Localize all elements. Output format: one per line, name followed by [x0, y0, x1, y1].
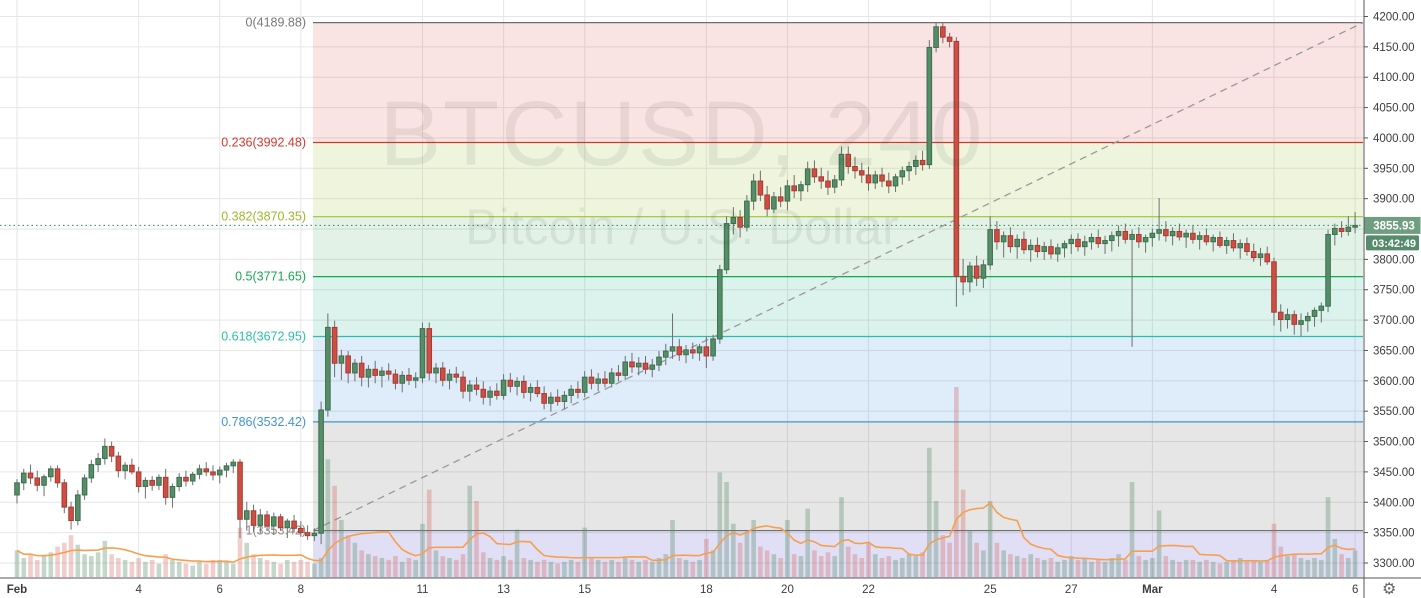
fib-label: 0.618(3672.95)	[221, 330, 306, 344]
svg-text:3950.00: 3950.00	[1373, 163, 1415, 175]
price-axis[interactable]	[1364, 0, 1421, 598]
svg-text:3550.00: 3550.00	[1373, 406, 1415, 418]
svg-text:3650.00: 3650.00	[1373, 345, 1415, 357]
fib-label: 0(4189.88)	[246, 16, 306, 30]
fib-label: 0.786(3532.42)	[221, 415, 306, 429]
volume-ma-line	[16, 501, 1356, 564]
price-axis-labels: 4200.00 4150.00 4100.00 4050.00 4000.00 3950.…	[1364, 12, 1415, 570]
fib-retracement-zones	[313, 22, 1363, 578]
svg-text:3450.00: 3450.00	[1373, 467, 1415, 479]
svg-text:3750.00: 3750.00	[1373, 285, 1415, 297]
fib-label: 0.382(3870.35)	[221, 210, 306, 224]
svg-text:25: 25	[984, 584, 997, 596]
svg-text:6: 6	[1352, 584, 1358, 596]
svg-text:6: 6	[217, 584, 223, 596]
svg-text:8: 8	[298, 584, 304, 596]
svg-text:22: 22	[862, 584, 875, 596]
svg-text:18: 18	[700, 584, 713, 596]
svg-text:3800.00: 3800.00	[1373, 254, 1415, 266]
svg-text:3350.00: 3350.00	[1373, 528, 1415, 540]
fib-level-lines[interactable]: 0(4189.88) 0.236(3992.48) 0.382(3870.35) 0.…	[221, 16, 1363, 538]
svg-text:3600.00: 3600.00	[1373, 376, 1415, 388]
svg-text:3900.00: 3900.00	[1373, 194, 1415, 206]
svg-text:03:42:49: 03:42:49	[1372, 238, 1416, 250]
svg-text:4100.00: 4100.00	[1373, 72, 1415, 84]
svg-text:3400.00: 3400.00	[1373, 497, 1415, 509]
svg-text:4000.00: 4000.00	[1373, 133, 1415, 145]
svg-text:27: 27	[1065, 584, 1078, 596]
candlestick-series	[14, 22, 1358, 545]
fib-label: 0.236(3992.48)	[221, 136, 306, 150]
svg-text:3855.93: 3855.93	[1373, 220, 1415, 232]
svg-text:15: 15	[578, 584, 591, 596]
svg-text:3500.00: 3500.00	[1373, 437, 1415, 449]
svg-text:4: 4	[135, 584, 142, 596]
svg-text:13: 13	[497, 584, 510, 596]
svg-text:4: 4	[1271, 584, 1278, 596]
svg-text:11: 11	[417, 584, 429, 596]
svg-text:4050.00: 4050.00	[1373, 103, 1415, 115]
svg-text:Mar: Mar	[1142, 584, 1163, 596]
svg-text:3700.00: 3700.00	[1373, 315, 1415, 327]
trend-line[interactable]	[312, 22, 1364, 532]
fib-label: 0.5(3771.65)	[235, 270, 306, 284]
time-axis[interactable]	[0, 578, 1364, 598]
time-axis-labels: Feb 4 6 8 11 13 15 18 20 22 25 27 Mar 4 6	[7, 584, 1359, 596]
svg-text:4150.00: 4150.00	[1373, 42, 1415, 54]
last-price-badge: 3855.93	[1364, 216, 1421, 234]
svg-text:20: 20	[781, 584, 794, 596]
svg-text:Feb: Feb	[7, 584, 27, 596]
svg-text:3300.00: 3300.00	[1373, 558, 1415, 570]
volume-series	[14, 387, 1358, 577]
svg-text:4200.00: 4200.00	[1373, 12, 1415, 24]
axis-settings-gear-icon[interactable]: ⚙	[1382, 581, 1396, 598]
countdown-badge: 03:42:49	[1366, 235, 1419, 251]
